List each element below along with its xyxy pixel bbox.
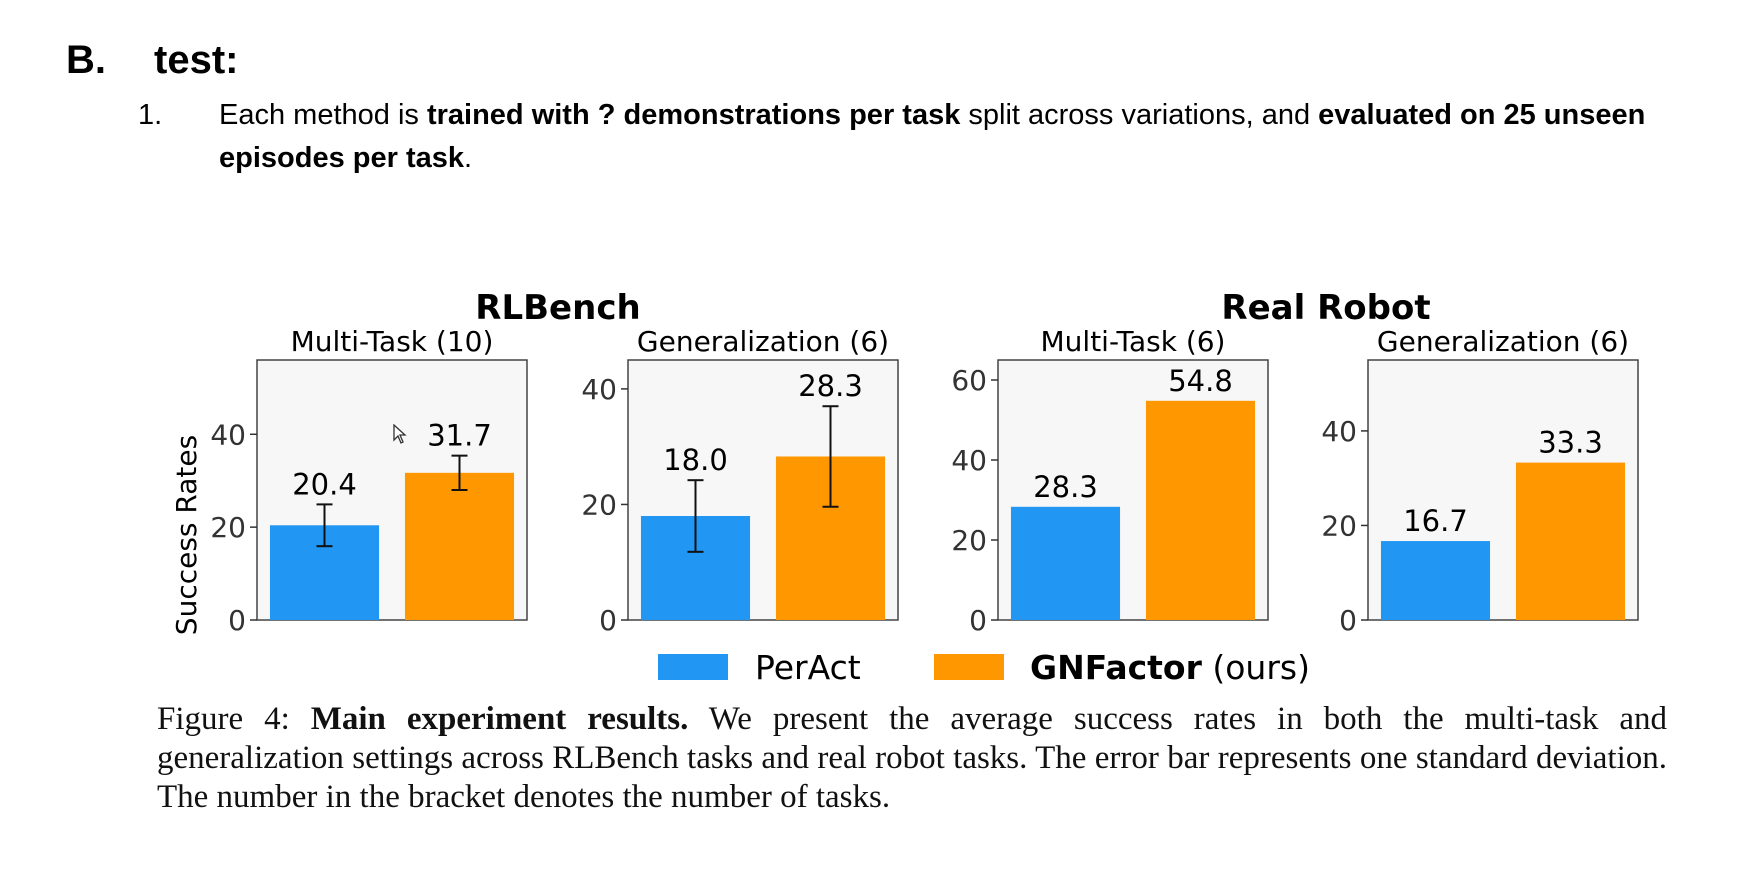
list-text-seg-0: Each method is	[219, 99, 427, 131]
panel-3-value-label-1: 28.3	[1033, 470, 1098, 504]
panel-4-bar-2	[1515, 462, 1626, 620]
y-axis-label: Success Rates	[170, 435, 203, 635]
panel-1-bar-2	[404, 472, 515, 620]
panel-3-bar-1	[1010, 506, 1121, 620]
panel-3-ytick-label-60: 60	[951, 364, 987, 397]
panel-3-ytick-label-40: 40	[951, 444, 987, 477]
panel-4-value-label-2: 33.3	[1538, 426, 1603, 460]
list-text: Each method is trained with ? demonstrat…	[219, 94, 1699, 180]
panel-1-value-label-2: 31.7	[427, 419, 492, 453]
panel-2-value-label-2: 28.3	[798, 369, 863, 403]
chart-panels: Multi-Task (10) 0 20 40 20.4 31.7 Generalizati…	[210, 325, 1639, 637]
figure-caption: Figure 4: Main experiment results. We pr…	[157, 700, 1667, 817]
panel-2-value-label-1: 18.0	[663, 443, 728, 477]
panel-2-title: Generalization (6)	[637, 325, 889, 358]
panel-4-ytick-label-0: 0	[1339, 604, 1357, 637]
legend-label-gnfactor: GNFactor (ours)	[1030, 648, 1310, 687]
panel-4-bar-1	[1380, 541, 1491, 620]
caption-bold: Main experiment results.	[310, 701, 689, 737]
section-heading: B. test:	[66, 38, 238, 83]
bar-chart-figure: RLBench Real Robot Success Rates Multi-T…	[170, 288, 1639, 687]
group-title-real-robot: Real Robot	[1221, 288, 1430, 328]
panel-1-ytick-label-40: 40	[210, 418, 246, 451]
panel-3-value-label-2: 54.8	[1168, 364, 1233, 398]
list-text-seg-1: trained with ? demonstrations per task	[426, 99, 961, 131]
panel-1-title: Multi-Task (10)	[291, 325, 494, 358]
caption-label: Figure 4:	[157, 701, 290, 737]
panel-4-title: Generalization (6)	[1377, 325, 1629, 358]
group-title-rlbench: RLBench	[475, 288, 640, 328]
section-label: B.	[66, 38, 106, 82]
legend-swatch-gnfactor	[934, 654, 1004, 680]
panel-1-ytick-label-20: 20	[210, 511, 246, 544]
panel-2-ytick-label-40: 40	[581, 373, 617, 406]
panel-1-value-label-1: 20.4	[292, 467, 357, 501]
caption-text: We present the average success rates in …	[157, 701, 1667, 815]
panel-4-ytick-label-40: 40	[1321, 415, 1357, 448]
list-number: 1.	[138, 99, 163, 131]
panel-4-value-label-1: 16.7	[1403, 504, 1468, 538]
legend: PerAct GNFactor (ours)	[658, 648, 1310, 687]
panel-3-ytick-label-0: 0	[969, 604, 987, 637]
list-text-seg-3: evaluated on 25 unseen episodes per task	[219, 99, 1646, 174]
panel-2-ytick-label-20: 20	[581, 488, 617, 521]
panel-3-bar-2	[1145, 400, 1256, 620]
mouse-cursor-icon	[393, 424, 407, 444]
list-text-seg-2: split across variations, and	[960, 99, 1319, 131]
panel-3-ytick-label-20: 20	[951, 524, 987, 557]
panel-4-ytick-label-20: 20	[1321, 509, 1357, 542]
list-text-seg-4: .	[464, 142, 473, 174]
panel-1-ytick-label-0: 0	[228, 604, 246, 637]
panel-2-ytick-label-0: 0	[599, 604, 617, 637]
panel-3-title: Multi-Task (6)	[1041, 325, 1226, 358]
section-title: test:	[154, 38, 239, 82]
legend-label-peract: PerAct	[755, 648, 861, 687]
legend-swatch-peract	[658, 654, 728, 680]
